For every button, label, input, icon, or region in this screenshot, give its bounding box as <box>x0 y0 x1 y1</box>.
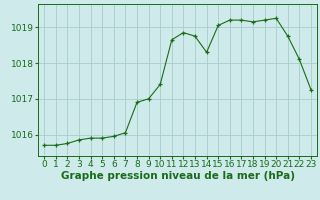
X-axis label: Graphe pression niveau de la mer (hPa): Graphe pression niveau de la mer (hPa) <box>60 171 295 181</box>
